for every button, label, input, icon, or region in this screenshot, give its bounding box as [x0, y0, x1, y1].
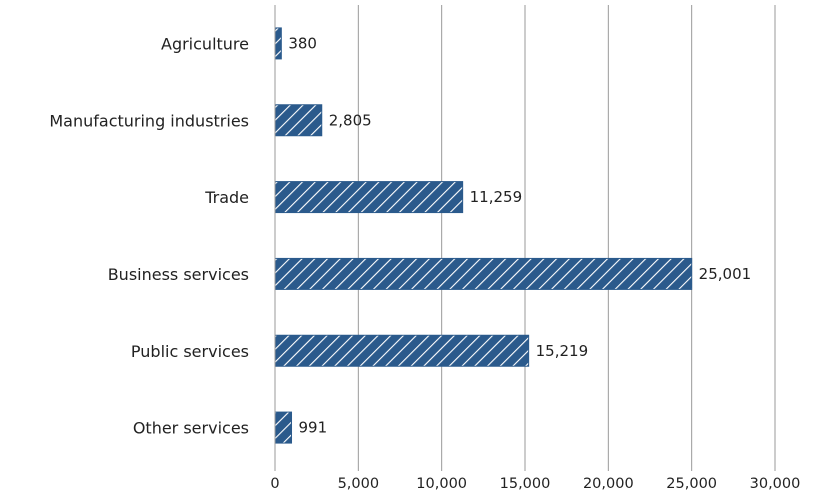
data-label: 15,219 [536, 342, 589, 360]
x-tick-label: 0 [270, 476, 279, 492]
category-label: Other services [133, 419, 249, 438]
x-tick-label: 10,000 [416, 476, 467, 492]
bar [274, 104, 323, 137]
value-labels: 380 2,805 11,259 25,001 15,219 991 [288, 34, 751, 436]
x-axis-ticks: 0 5,000 10,000 15,000 20,000 25,000 30,000 [270, 466, 800, 492]
gridlines [357, 5, 776, 466]
category-label: Business services [108, 265, 249, 284]
bar [274, 27, 282, 60]
category-label: Public services [131, 342, 249, 361]
x-tick-label: 30,000 [750, 476, 801, 492]
data-label: 380 [288, 34, 317, 52]
bar [274, 181, 464, 214]
x-tick-label: 5,000 [338, 476, 380, 492]
bars [274, 27, 693, 444]
data-label: 991 [299, 419, 328, 437]
data-label: 25,001 [699, 265, 752, 283]
data-label: 11,259 [470, 188, 523, 206]
bar [274, 411, 293, 444]
category-label: Manufacturing industries [49, 111, 249, 130]
category-labels: Agriculture Manufacturing industries Trade… [49, 34, 249, 437]
bar [274, 334, 530, 367]
x-tick-label: 20,000 [583, 476, 634, 492]
category-label: Trade [204, 188, 249, 207]
data-label: 2,805 [329, 111, 372, 129]
category-label: Agriculture [161, 34, 249, 53]
x-tick-label: 25,000 [666, 476, 717, 492]
x-tick-label: 15,000 [500, 476, 551, 492]
bar [274, 257, 693, 290]
